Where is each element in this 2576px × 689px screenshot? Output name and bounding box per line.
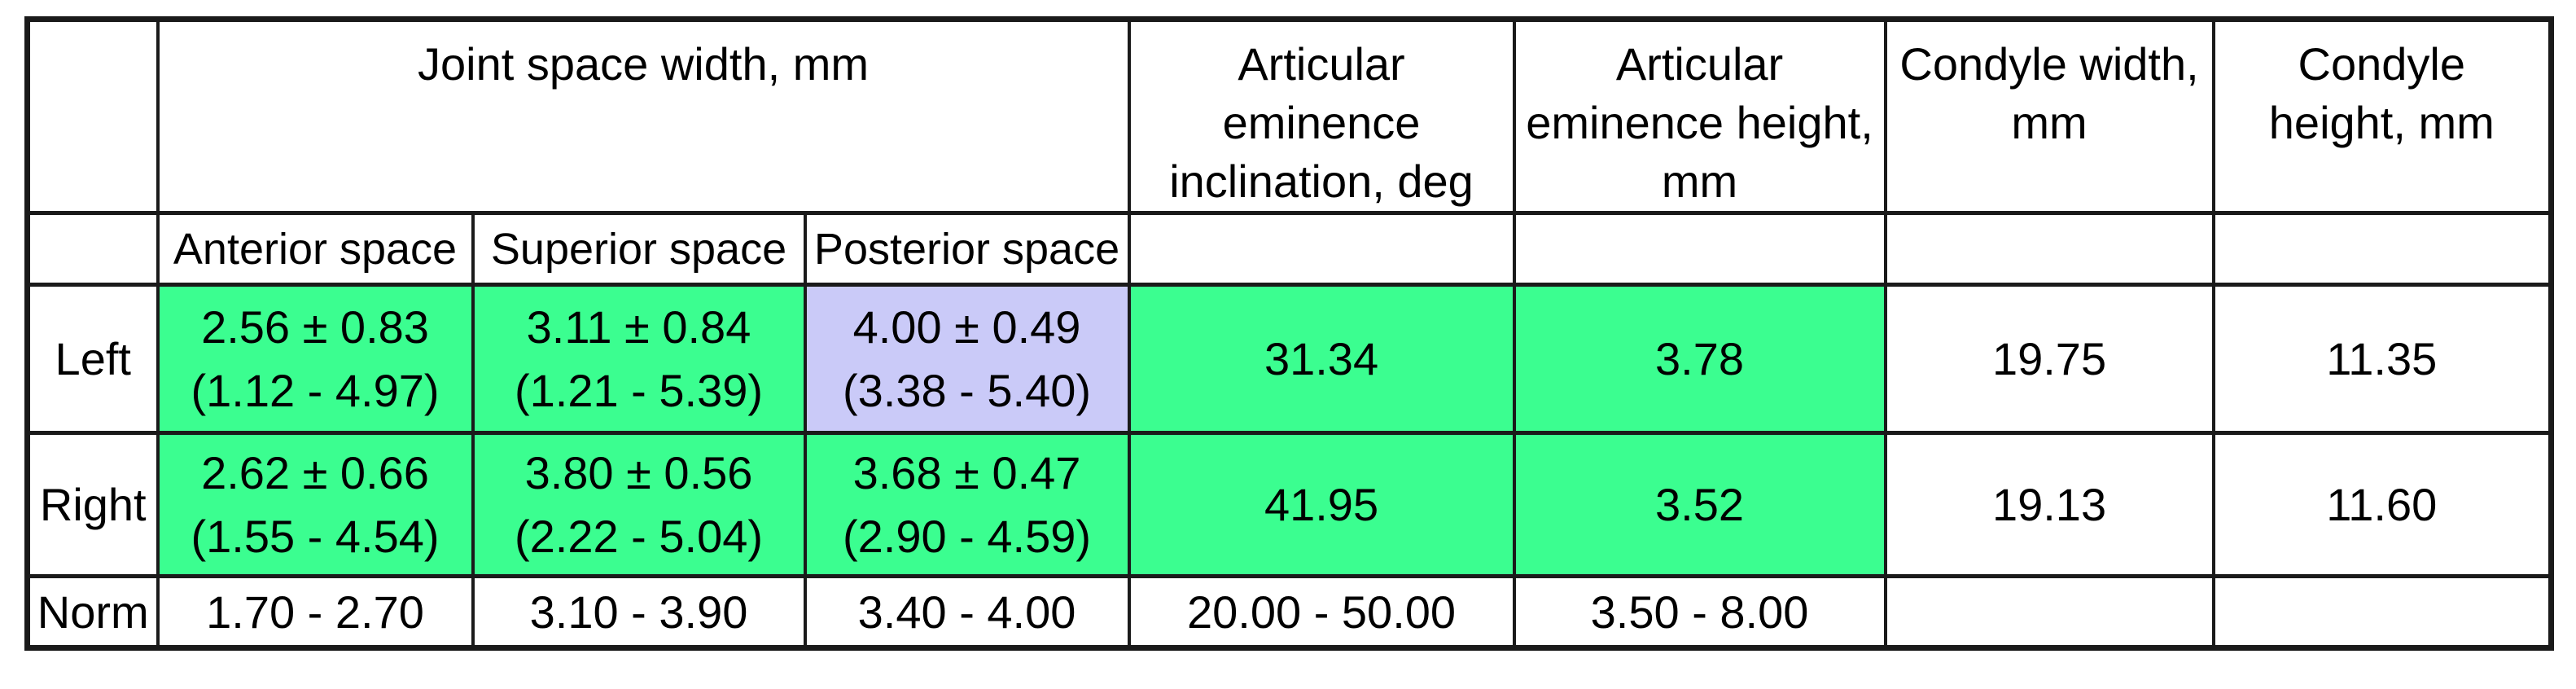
header-articular-eminence-inclination: Articular eminence inclination, deg — [1127, 17, 1516, 215]
subheader-row: Anterior space Superior space Posterior … — [25, 211, 2553, 287]
subheader-posterior-space: Posterior space — [803, 211, 1131, 287]
cell-right-anterior-space: 2.62 ± 0.66 (1.55 - 4.54) — [156, 431, 475, 578]
subheader-blank — [2211, 211, 2553, 287]
subheader-superior-space: Superior space — [471, 211, 807, 287]
cell-right-condyle-height: 11.60 — [2211, 431, 2553, 578]
cell-right-posterior-space: 3.68 ± 0.47 (2.90 - 4.59) — [803, 431, 1131, 578]
cell-norm-posterior-space: 3.40 - 4.00 — [803, 574, 1131, 650]
table-row-norm: Norm 1.70 - 2.70 3.10 - 3.90 3.40 - 4.00… — [25, 574, 2553, 650]
header-joint-space-width: Joint space width, mm — [156, 17, 1131, 215]
cell-norm-eminence-inclination: 20.00 - 50.00 — [1127, 574, 1516, 650]
cell-norm-condyle-height — [2211, 574, 2553, 650]
header-condyle-height: Condyle height, mm — [2211, 17, 2553, 215]
subheader-anterior-space: Anterior space — [156, 211, 475, 287]
cell-left-anterior-space: 2.56 ± 0.83 (1.12 - 4.97) — [156, 283, 475, 435]
subheader-blank — [1512, 211, 1887, 287]
cell-right-condyle-width: 19.13 — [1883, 431, 2215, 578]
cell-left-eminence-inclination: 31.34 — [1127, 283, 1516, 435]
header-articular-eminence-height: Articular eminence height, mm — [1512, 17, 1887, 215]
cell-left-condyle-height: 11.35 — [2211, 283, 2553, 435]
row-label-right: Right — [25, 431, 160, 578]
measurements-sheet: Joint space width, mm Articular eminence… — [24, 16, 2555, 651]
cell-left-superior-space: 3.11 ± 0.84 (1.21 - 5.39) — [471, 283, 807, 435]
subheader-blank — [25, 211, 160, 287]
table-row-right: Right 2.62 ± 0.66 (1.55 - 4.54) 3.80 ± 0… — [25, 431, 2553, 578]
cell-norm-condyle-width — [1883, 574, 2215, 650]
table-row-left: Left 2.56 ± 0.83 (1.12 - 4.97) 3.11 ± 0.… — [25, 283, 2553, 435]
cell-left-condyle-width: 19.75 — [1883, 283, 2215, 435]
cell-right-eminence-inclination: 41.95 — [1127, 431, 1516, 578]
cell-right-eminence-height: 3.52 — [1512, 431, 1887, 578]
joint-measurements-table: Joint space width, mm Articular eminence… — [24, 16, 2555, 651]
row-label-left: Left — [25, 283, 160, 435]
cell-right-superior-space: 3.80 ± 0.56 (2.22 - 5.04) — [471, 431, 807, 578]
header-condyle-width: Condyle width, mm — [1883, 17, 2215, 215]
cell-norm-eminence-height: 3.50 - 8.00 — [1512, 574, 1887, 650]
cell-left-eminence-height: 3.78 — [1512, 283, 1887, 435]
subheader-blank — [1127, 211, 1516, 287]
header-row: Joint space width, mm Articular eminence… — [25, 17, 2553, 215]
subheader-blank — [1883, 211, 2215, 287]
cell-left-posterior-space: 4.00 ± 0.49 (3.38 - 5.40) — [803, 283, 1131, 435]
row-label-norm: Norm — [25, 574, 160, 650]
cell-norm-anterior-space: 1.70 - 2.70 — [156, 574, 475, 650]
corner-cell — [25, 17, 160, 215]
cell-norm-superior-space: 3.10 - 3.90 — [471, 574, 807, 650]
